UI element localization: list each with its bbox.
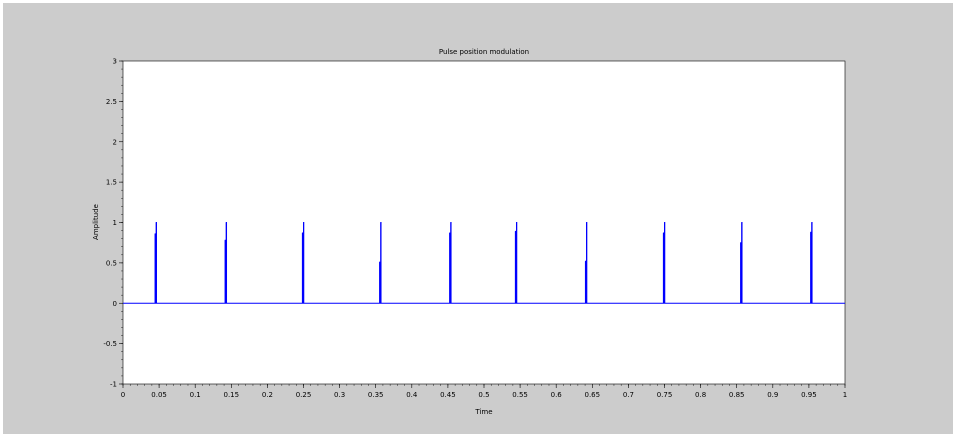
y-axis: -1 -0.5 0 0.5 1 1.5 2 2.5 3 xyxy=(103,58,123,389)
x-tick-label: 0.65 xyxy=(585,391,601,399)
x-tick-label: 0.15 xyxy=(224,391,240,399)
x-tick-label: 0.9 xyxy=(767,391,778,399)
x-tick-label: 0.1 xyxy=(190,391,201,399)
y-tick-label: -1 xyxy=(110,381,117,389)
x-axis-title: Time xyxy=(474,408,492,416)
chart-title: Pulse position modulation xyxy=(439,48,529,56)
x-axis: 0 0.05 0.1 0.15 0.2 0.25 0.3 0.35 0.4 0.45 0.5 0.55… xyxy=(121,384,847,399)
x-tick-label: 1 xyxy=(843,391,847,399)
y-tick-label: 0.5 xyxy=(106,259,117,267)
x-tick-label: 0.7 xyxy=(623,391,634,399)
x-tick-label: 0.55 xyxy=(512,391,528,399)
y-tick-label: -0.5 xyxy=(103,340,117,348)
y-tick-label: 1.5 xyxy=(106,179,117,187)
x-tick-label: 0 xyxy=(121,391,125,399)
x-tick-label: 0.85 xyxy=(729,391,745,399)
x-tick-label: 0.95 xyxy=(801,391,817,399)
x-tick-label: 0.05 xyxy=(151,391,167,399)
x-tick-label: 0.35 xyxy=(368,391,384,399)
x-tick-label: 0.2 xyxy=(262,391,273,399)
x-tick-label: 0.8 xyxy=(695,391,706,399)
plot-area xyxy=(122,60,846,385)
series-layer xyxy=(123,222,845,304)
pulse-position-modulation-chart: Pulse position modulation Time Amplitude… xyxy=(92,48,847,416)
x-tick-label: 0.4 xyxy=(406,391,418,399)
y-axis-title: Amplitude xyxy=(92,204,100,240)
y-tick-label: 0 xyxy=(113,300,117,308)
x-tick-label: 0.3 xyxy=(334,391,345,399)
x-tick-label: 0.6 xyxy=(551,391,563,399)
y-tick-label: 1 xyxy=(113,219,117,227)
x-tick-label: 0.45 xyxy=(440,391,456,399)
x-tick-label: 0.5 xyxy=(478,391,489,399)
figure-window: Pulse position modulation Time Amplitude… xyxy=(3,3,953,434)
x-tick-label: 0.25 xyxy=(296,391,312,399)
y-tick-label: 2 xyxy=(113,138,117,146)
x-tick-label: 0.75 xyxy=(657,391,673,399)
y-tick-label: 2.5 xyxy=(106,98,117,106)
y-tick-label: 3 xyxy=(113,58,117,66)
